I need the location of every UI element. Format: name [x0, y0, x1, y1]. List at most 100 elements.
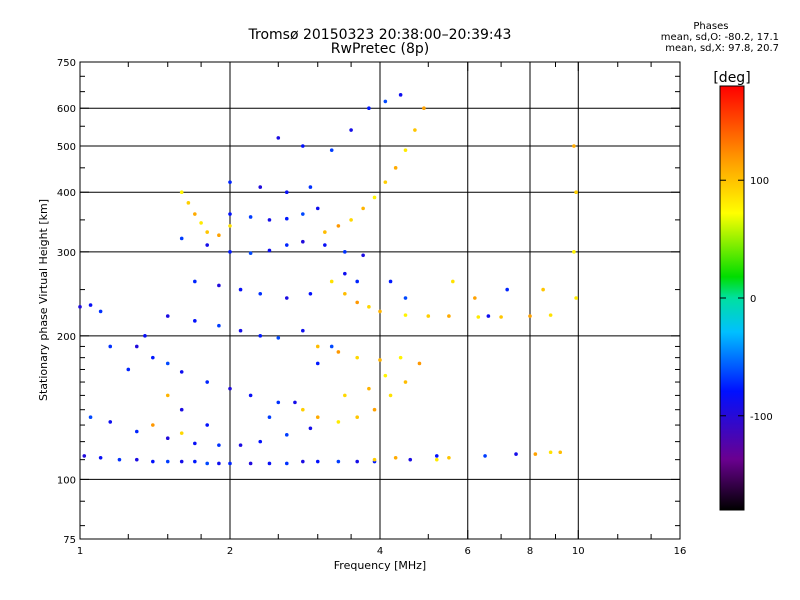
phase-summary-o: mean, sd,O: -80.2, 17.1 — [660, 32, 779, 43]
data-point-x-mode — [355, 415, 359, 420]
phase-summary: Phases mean, sd,O: -80.2, 17.1 mean, sd,… — [661, 21, 779, 54]
data-point-x-mode — [541, 287, 545, 292]
colorbar-tick-label: -100 — [750, 412, 773, 423]
data-point-x-mode — [572, 250, 576, 254]
data-point-o-mode — [267, 248, 272, 253]
data-point-x-mode — [393, 166, 398, 170]
data-point-o-mode — [284, 190, 289, 195]
data-point-o-mode — [193, 279, 197, 284]
data-point-o-mode — [179, 370, 184, 374]
data-point-o-mode — [361, 253, 365, 258]
data-point-x-mode — [315, 344, 320, 349]
data-point-o-mode — [349, 128, 353, 132]
phase-summary-x: mean, sd,X: 97.8, 20.7 — [665, 43, 779, 54]
data-point-o-mode — [205, 380, 209, 384]
data-point-o-mode — [343, 271, 347, 276]
data-point-x-mode — [228, 224, 232, 228]
data-point-x-mode — [378, 358, 382, 362]
data-point-o-mode — [151, 459, 155, 464]
data-point-o-mode — [483, 454, 487, 458]
data-point-o-mode — [301, 328, 305, 333]
data-point-o-mode — [134, 344, 139, 349]
data-point-x-mode — [378, 309, 382, 314]
data-point-x-mode — [301, 407, 305, 412]
data-point-x-mode — [447, 314, 451, 318]
data-point-x-mode — [574, 296, 578, 300]
data-point-o-mode — [486, 314, 491, 318]
data-point-o-mode — [179, 459, 184, 464]
data-point-o-mode — [308, 426, 313, 431]
data-point-o-mode — [108, 420, 113, 424]
data-point-x-mode — [451, 279, 455, 284]
data-point-x-mode — [383, 373, 388, 378]
colorbar-tick-label: 100 — [750, 176, 769, 187]
data-point-o-mode — [193, 319, 197, 323]
axis-ticks — [79, 61, 681, 540]
data-point-o-mode — [151, 355, 155, 360]
data-point-x-mode — [179, 431, 184, 435]
data-point-x-mode — [315, 415, 320, 420]
data-point-o-mode — [293, 400, 297, 405]
data-point-x-mode — [558, 450, 563, 455]
data-point-o-mode — [78, 305, 82, 309]
y-tick-label: 750 — [57, 58, 76, 69]
data-point-o-mode — [258, 439, 263, 444]
data-point-o-mode — [336, 459, 341, 464]
data-point-o-mode — [408, 457, 413, 462]
data-point-o-mode — [267, 218, 272, 222]
data-point-o-mode — [343, 250, 347, 254]
y-tick-label: 600 — [57, 104, 76, 115]
data-point-x-mode — [361, 206, 365, 211]
data-point-x-mode — [417, 361, 422, 366]
data-point-o-mode — [179, 236, 184, 241]
data-point-x-mode — [403, 313, 408, 317]
data-point-x-mode — [205, 230, 209, 234]
data-point-o-mode — [355, 459, 359, 464]
data-point-o-mode — [301, 144, 305, 148]
data-point-o-mode — [284, 216, 289, 221]
data-point-o-mode — [108, 344, 113, 349]
data-point-o-mode — [308, 291, 313, 296]
data-point-x-mode — [199, 221, 203, 225]
data-point-x-mode — [548, 313, 553, 317]
data-point-o-mode — [165, 436, 170, 441]
data-point-o-mode — [308, 185, 313, 189]
tick-labels: 1 2 4 6 8 10 16 75 100 200 300 400 500 600 750 — [57, 58, 686, 557]
data-point-o-mode — [276, 400, 281, 405]
colorbar-unit-label: [deg] — [713, 70, 750, 86]
data-point-o-mode — [276, 136, 281, 140]
data-point-o-mode — [238, 287, 243, 292]
data-point-x-mode — [383, 180, 388, 184]
data-point-x-mode — [403, 148, 408, 152]
data-point-x-mode — [336, 420, 341, 424]
data-point-o-mode — [134, 457, 139, 462]
data-point-o-mode — [267, 415, 272, 420]
chart-subtitle: RwPretec (8p) — [330, 41, 430, 57]
data-point-x-mode — [403, 380, 408, 384]
data-point-o-mode — [248, 215, 253, 219]
data-point-o-mode — [179, 407, 184, 412]
data-point-x-mode — [349, 218, 353, 222]
data-point-o-mode — [126, 367, 131, 372]
data-point-o-mode — [276, 336, 281, 340]
data-point-x-mode — [151, 423, 155, 427]
data-point-x-mode — [323, 230, 327, 234]
data-point-o-mode — [315, 361, 320, 366]
data-point-o-mode — [284, 296, 289, 300]
data-point-o-mode — [217, 443, 221, 447]
data-point-x-mode — [372, 457, 377, 462]
data-point-x-mode — [574, 190, 578, 195]
x-tick-label: 6 — [465, 546, 471, 557]
y-axis-label: Stationary phase Virtual Height [km] — [37, 199, 50, 401]
data-point-o-mode — [82, 454, 87, 458]
data-point-o-mode — [505, 287, 509, 292]
y-tick-label: 75 — [63, 535, 76, 546]
data-point-x-mode — [179, 190, 184, 195]
data-point-x-mode — [355, 355, 359, 360]
data-point-o-mode — [193, 459, 197, 464]
data-point-x-mode — [422, 106, 426, 111]
data-point-x-mode — [398, 355, 403, 360]
data-point-o-mode — [228, 212, 232, 216]
x-tick-label: 10 — [572, 546, 585, 557]
